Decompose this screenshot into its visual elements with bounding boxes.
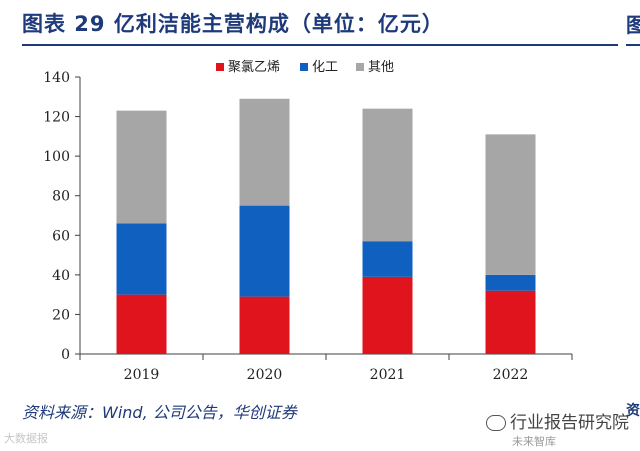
x-tick-label: 2021 xyxy=(370,367,406,383)
bar-segment xyxy=(116,223,167,295)
x-tick-label: 2022 xyxy=(493,367,529,383)
legend-label: 其他 xyxy=(368,60,394,75)
bar-segment xyxy=(485,134,536,275)
legend-label: 化工 xyxy=(312,60,338,75)
figure-title: 图表 29 亿利洁能主营构成（单位：亿元） xyxy=(22,12,444,36)
legend-swatch xyxy=(356,63,364,71)
chat-bubble-icon xyxy=(486,415,506,431)
legend-label: 聚氯乙烯 xyxy=(228,60,280,75)
y-tick-label: 60 xyxy=(52,228,70,244)
bar-segment xyxy=(116,294,167,354)
watermark-right: 行业报告研究院 未来智库 xyxy=(486,408,629,449)
watermark-right-title: 行业报告研究院 xyxy=(510,413,629,433)
y-tick-label: 140 xyxy=(43,70,70,86)
bar-segment xyxy=(116,110,167,224)
bar-segment xyxy=(239,296,290,354)
chart-legend: 聚氯乙烯 化工 其他 xyxy=(216,60,394,75)
bar-segment xyxy=(485,274,536,291)
bar-segment xyxy=(239,205,290,297)
adjacent-source-fragment: 资 xyxy=(626,403,640,419)
watermark-left: 大数据报 xyxy=(4,430,48,446)
y-tick-label: 80 xyxy=(52,189,70,205)
bar-segment xyxy=(362,241,413,277)
watermark-right-sub: 未来智库 xyxy=(512,435,556,448)
adjacent-figure-fragment: 图 xyxy=(626,13,640,37)
legend-swatch xyxy=(216,63,224,71)
x-tick-label: 2020 xyxy=(247,367,283,383)
y-tick-label: 20 xyxy=(52,307,70,323)
bar-segment xyxy=(485,290,536,354)
bar-segment xyxy=(362,108,413,242)
chart-bars xyxy=(116,98,536,354)
watermark-left-text: 大数据报 xyxy=(4,432,48,445)
bar-segment xyxy=(362,276,413,354)
bar-segment xyxy=(239,98,290,206)
chart-axes: 0 20 40 60 80 100 120 140 2019 2020 2021 2022 xyxy=(43,70,573,383)
source-note: 资料来源：Wind, 公司公告，华创证券 xyxy=(22,403,297,422)
x-tick-label: 2019 xyxy=(124,367,160,383)
legend-swatch xyxy=(300,63,308,71)
y-tick-label: 0 xyxy=(61,347,70,363)
adjacent-divider-fragment xyxy=(626,44,640,46)
y-tick-label: 100 xyxy=(43,149,70,165)
y-tick-label: 120 xyxy=(43,110,70,126)
title-divider xyxy=(22,44,618,46)
y-tick-label: 40 xyxy=(52,268,70,284)
